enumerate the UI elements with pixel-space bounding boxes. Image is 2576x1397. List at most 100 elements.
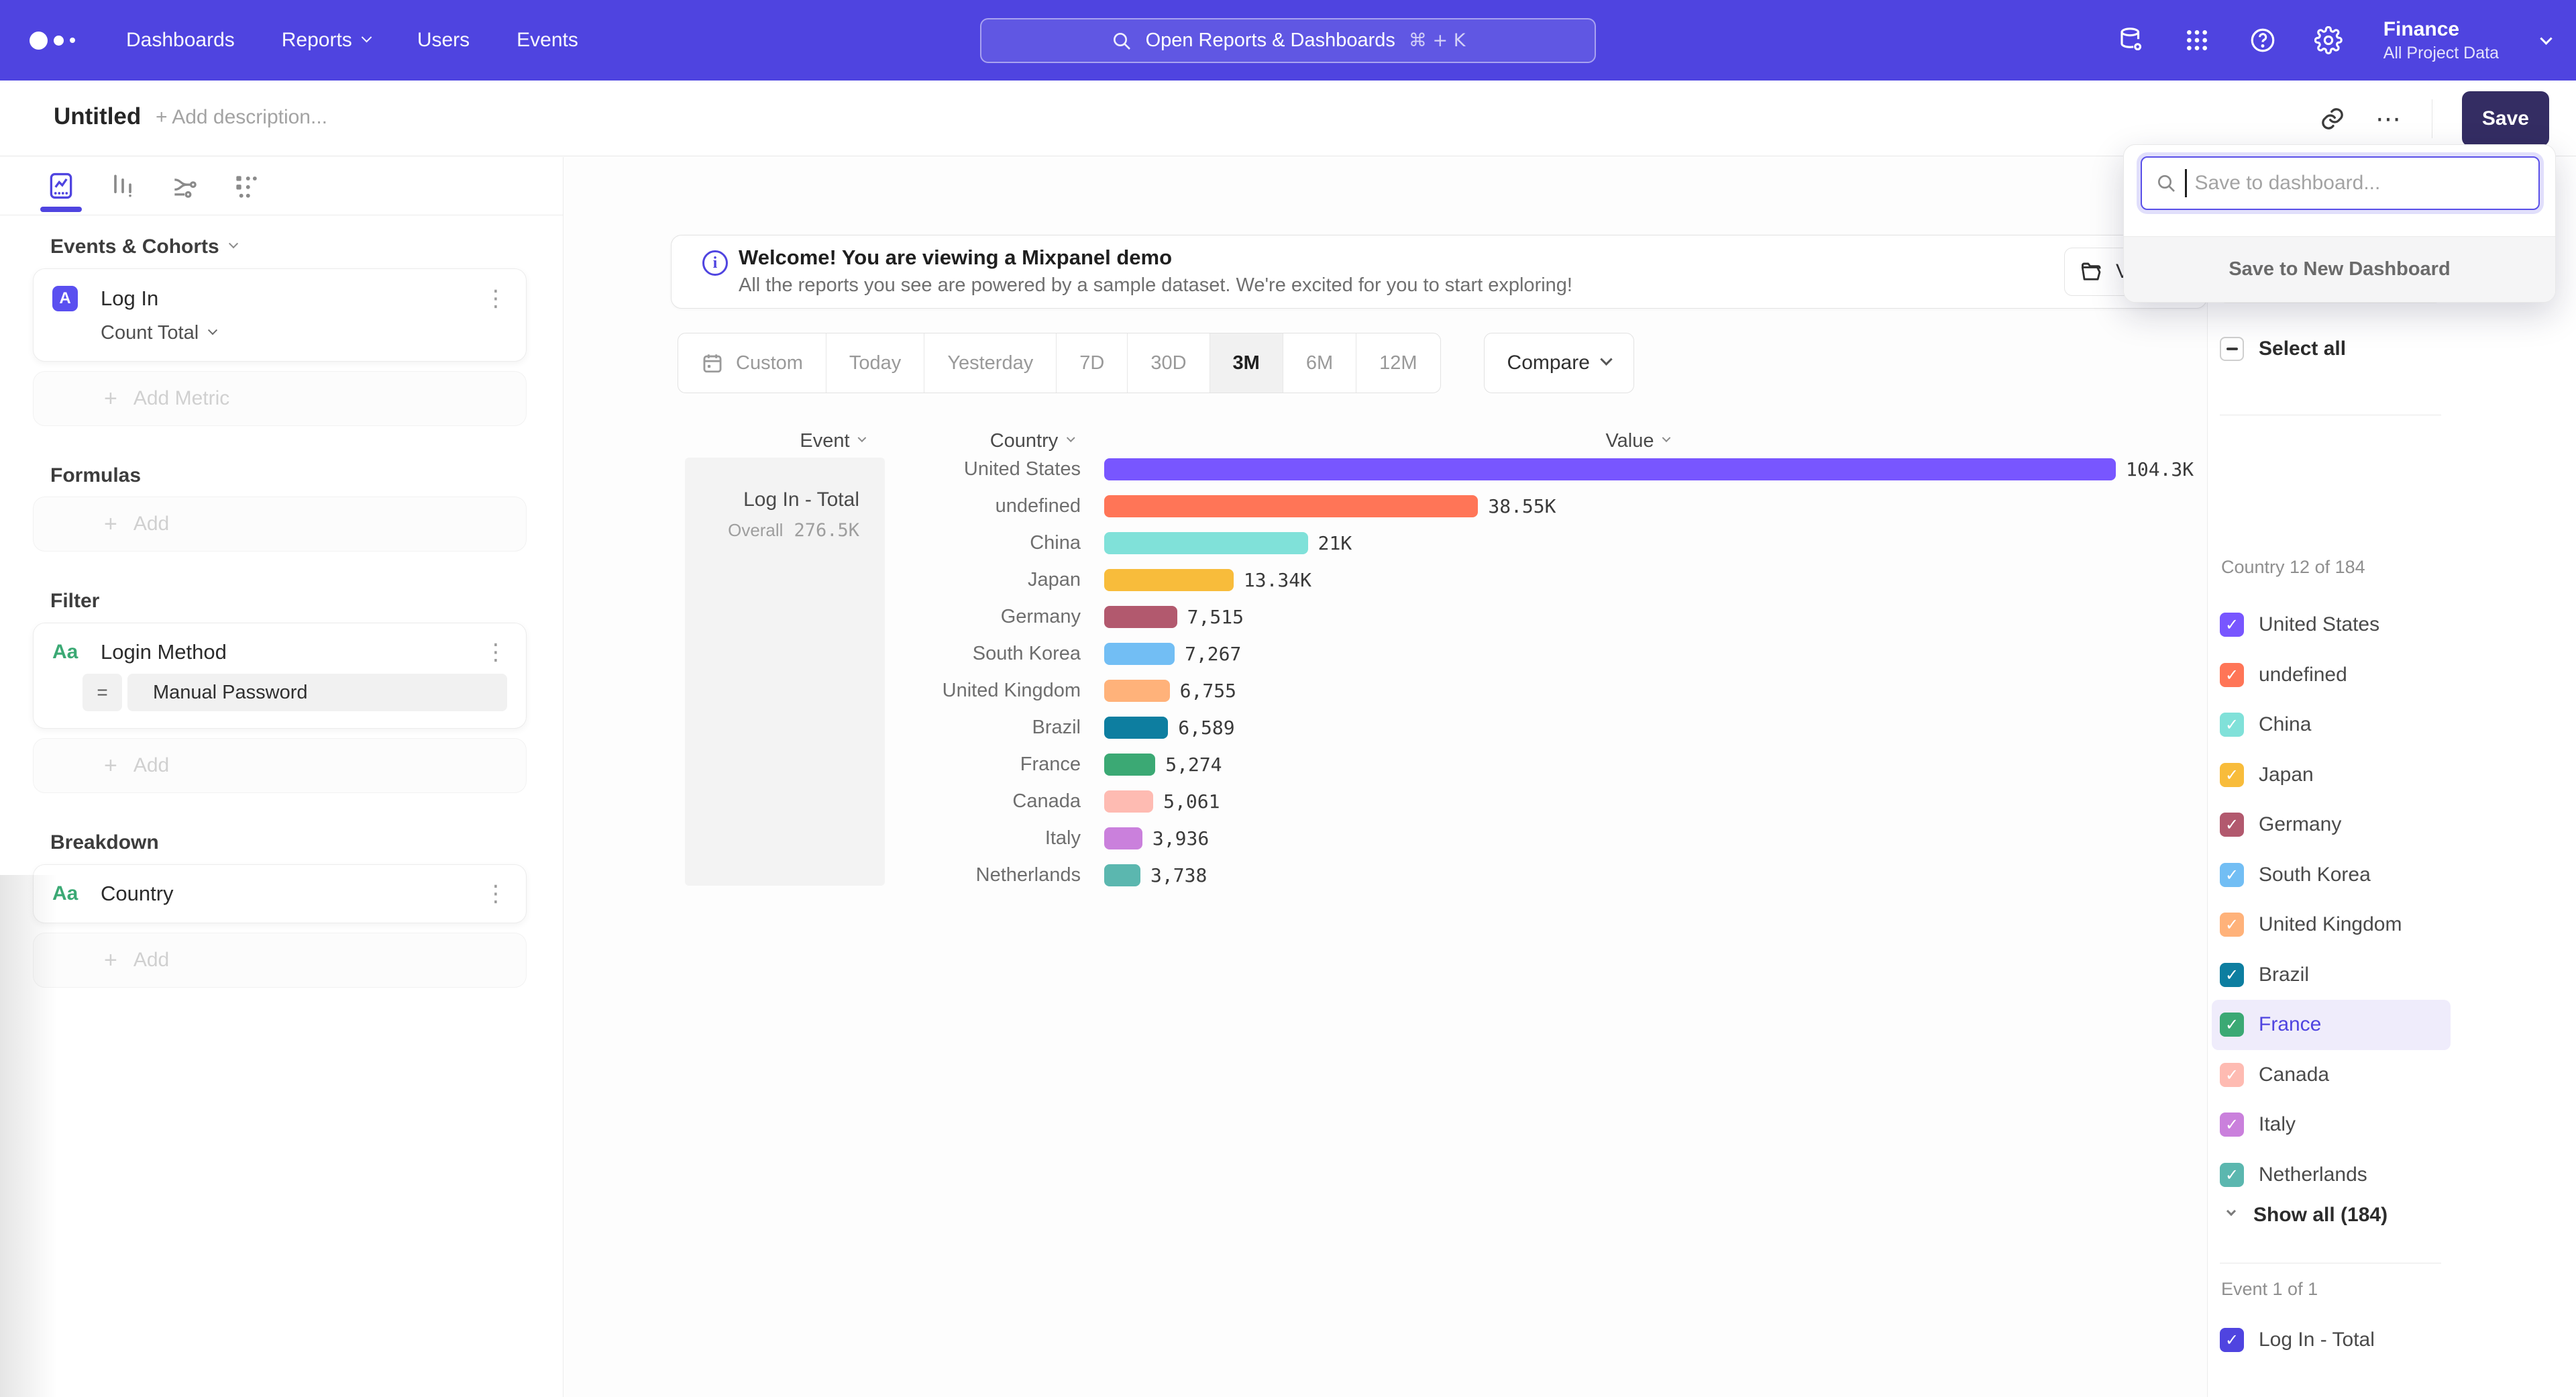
bar-segment[interactable] bbox=[1104, 680, 1170, 702]
date-range-12m[interactable]: 12M bbox=[1356, 333, 1440, 393]
legend-item-china[interactable]: ✓ China bbox=[2212, 700, 2451, 750]
legend-checkbox[interactable]: ✓ bbox=[2220, 713, 2244, 737]
filter-property-name[interactable]: Login Method bbox=[101, 640, 227, 664]
bar-segment[interactable] bbox=[1104, 606, 1177, 628]
select-all-checkbox[interactable] bbox=[2220, 337, 2244, 361]
bar-segment[interactable] bbox=[1104, 827, 1142, 849]
bar-segment[interactable] bbox=[1104, 643, 1175, 665]
chevron-down-icon bbox=[228, 239, 238, 249]
tab-flows-icon[interactable] bbox=[169, 170, 200, 201]
dashboard-search-input[interactable] bbox=[2194, 172, 2490, 195]
legend-checkbox[interactable]: ✓ bbox=[2220, 662, 2244, 687]
help-icon[interactable] bbox=[2248, 25, 2277, 55]
date-range-6m[interactable]: 6M bbox=[1282, 333, 1356, 393]
legend-checkbox[interactable]: ✓ bbox=[2220, 1062, 2244, 1087]
add-formula-button[interactable]: + Add bbox=[33, 497, 527, 552]
add-description-field[interactable]: + Add description... bbox=[156, 106, 327, 128]
legend-event-item[interactable]: ✓ Log In - Total bbox=[2212, 1315, 2451, 1365]
date-range-custom[interactable]: Custom bbox=[678, 333, 826, 393]
legend-item-united-states[interactable]: ✓ United States bbox=[2212, 600, 2451, 650]
legend-checkbox[interactable]: ✓ bbox=[2220, 1162, 2244, 1187]
nav-link-users[interactable]: Users bbox=[417, 29, 470, 52]
bar-segment[interactable] bbox=[1104, 864, 1141, 886]
breakdown-kebab-icon[interactable]: ⋮ bbox=[484, 880, 507, 907]
dashboard-search-field[interactable] bbox=[2141, 156, 2540, 210]
nav-link-reports[interactable]: Reports bbox=[282, 29, 372, 52]
bar-segment[interactable] bbox=[1104, 569, 1234, 591]
filter-operator-chip[interactable]: = bbox=[83, 674, 122, 711]
report-title[interactable]: Untitled bbox=[54, 103, 142, 130]
event-group-label: Event 1 of 1 bbox=[2221, 1279, 2318, 1299]
legend-item-undefined[interactable]: ✓ undefined bbox=[2212, 650, 2451, 701]
legend-checkbox[interactable]: ✓ bbox=[2220, 1013, 2244, 1037]
bar-segment[interactable] bbox=[1104, 754, 1156, 776]
filter-card[interactable]: Aa Login Method ⋮ = Manual Password bbox=[33, 623, 527, 729]
legend-item-france[interactable]: ✓ France bbox=[2212, 1000, 2451, 1050]
column-header-value[interactable]: Value bbox=[1605, 430, 1671, 452]
add-filter-button[interactable]: + Add bbox=[33, 738, 527, 793]
legend-checkbox[interactable]: ✓ bbox=[2220, 613, 2244, 637]
legend-item-united-kingdom[interactable]: ✓ United Kingdom bbox=[2212, 900, 2451, 950]
add-breakdown-button[interactable]: + Add bbox=[33, 933, 527, 988]
tab-funnels-icon[interactable] bbox=[107, 170, 138, 201]
save-button[interactable]: Save bbox=[2461, 91, 2549, 146]
bar-value-label: 104.3K bbox=[2126, 458, 2194, 480]
add-metric-button[interactable]: + Add Metric bbox=[33, 371, 527, 426]
more-options-button[interactable]: ⋯ bbox=[2375, 103, 2402, 134]
legend-item-canada[interactable]: ✓ Canada bbox=[2212, 1050, 2451, 1100]
bar-category-label: South Korea bbox=[972, 643, 1081, 664]
column-header-event[interactable]: Event bbox=[800, 430, 867, 452]
bar-segment[interactable] bbox=[1104, 532, 1308, 554]
bar-segment[interactable] bbox=[1104, 495, 1479, 517]
metric-event-name[interactable]: Log In bbox=[101, 287, 159, 310]
metric-card[interactable]: A Log In ⋮ Count Total bbox=[33, 268, 527, 362]
tab-insights-icon[interactable] bbox=[40, 170, 82, 212]
date-range-30d[interactable]: 30D bbox=[1127, 333, 1209, 393]
settings-gear-icon[interactable] bbox=[2314, 25, 2343, 55]
nav-link-events[interactable]: Events bbox=[517, 29, 578, 52]
date-range-7d[interactable]: 7D bbox=[1056, 333, 1127, 393]
date-range-3m[interactable]: 3M bbox=[1209, 333, 1283, 393]
bar-segment[interactable] bbox=[1104, 458, 2116, 480]
legend-checkbox[interactable]: ✓ bbox=[2220, 1113, 2244, 1137]
copy-link-icon[interactable] bbox=[2319, 105, 2346, 132]
legend-item-italy[interactable]: ✓ Italy bbox=[2212, 1100, 2451, 1150]
show-all-toggle[interactable]: Show all (184) bbox=[2226, 1204, 2387, 1227]
legend-checkbox[interactable]: ✓ bbox=[2220, 862, 2244, 887]
legend-item-netherlands[interactable]: ✓ Netherlands bbox=[2212, 1150, 2451, 1200]
legend-checkbox[interactable]: ✓ bbox=[2220, 762, 2244, 787]
breakdown-property-name[interactable]: Country bbox=[101, 882, 174, 905]
legend-item-south-korea[interactable]: ✓ South Korea bbox=[2212, 850, 2451, 900]
bar-segment[interactable] bbox=[1104, 790, 1154, 813]
legend-item-japan[interactable]: ✓ Japan bbox=[2212, 750, 2451, 800]
bar-segment[interactable] bbox=[1104, 717, 1169, 739]
global-search-button[interactable]: Open Reports & Dashboards ⌘ + K bbox=[980, 18, 1596, 63]
filter-kebab-icon[interactable]: ⋮ bbox=[484, 639, 507, 666]
save-to-new-dashboard-button[interactable]: Save to New Dashboard bbox=[2124, 236, 2555, 302]
string-property-icon: Aa bbox=[52, 882, 78, 904]
date-range-today[interactable]: Today bbox=[825, 333, 924, 393]
compare-button[interactable]: Compare bbox=[1483, 333, 1634, 393]
project-switcher[interactable]: Finance All Project Data bbox=[2383, 18, 2499, 63]
nav-link-dashboards[interactable]: Dashboards bbox=[126, 29, 235, 52]
column-header-country[interactable]: Country bbox=[990, 430, 1075, 452]
breakdown-card[interactable]: Aa Country ⋮ bbox=[33, 864, 527, 923]
select-all-row[interactable]: Select all bbox=[2220, 337, 2346, 361]
legend-item-germany[interactable]: ✓ Germany bbox=[2212, 800, 2451, 850]
check-icon: ✓ bbox=[2224, 815, 2239, 835]
tab-retention-icon[interactable] bbox=[231, 170, 262, 201]
filter-value-chip[interactable]: Manual Password bbox=[127, 674, 507, 711]
legend-checkbox[interactable]: ✓ bbox=[2220, 813, 2244, 837]
aggregation-selector[interactable]: Count Total bbox=[101, 322, 507, 344]
legend-checkbox[interactable]: ✓ bbox=[2220, 962, 2244, 987]
metric-kebab-icon[interactable]: ⋮ bbox=[484, 285, 507, 312]
date-range-yesterday[interactable]: Yesterday bbox=[924, 333, 1056, 393]
legend-checkbox[interactable]: ✓ bbox=[2220, 1328, 2244, 1353]
legend-item-brazil[interactable]: ✓ Brazil bbox=[2212, 950, 2451, 1000]
legend-checkbox[interactable]: ✓ bbox=[2220, 913, 2244, 937]
mixpanel-logo[interactable] bbox=[30, 31, 75, 50]
apps-grid-icon[interactable] bbox=[2182, 25, 2212, 55]
events-cohorts-heading[interactable]: Events & Cohorts bbox=[50, 236, 527, 258]
data-management-icon[interactable] bbox=[2116, 25, 2146, 55]
